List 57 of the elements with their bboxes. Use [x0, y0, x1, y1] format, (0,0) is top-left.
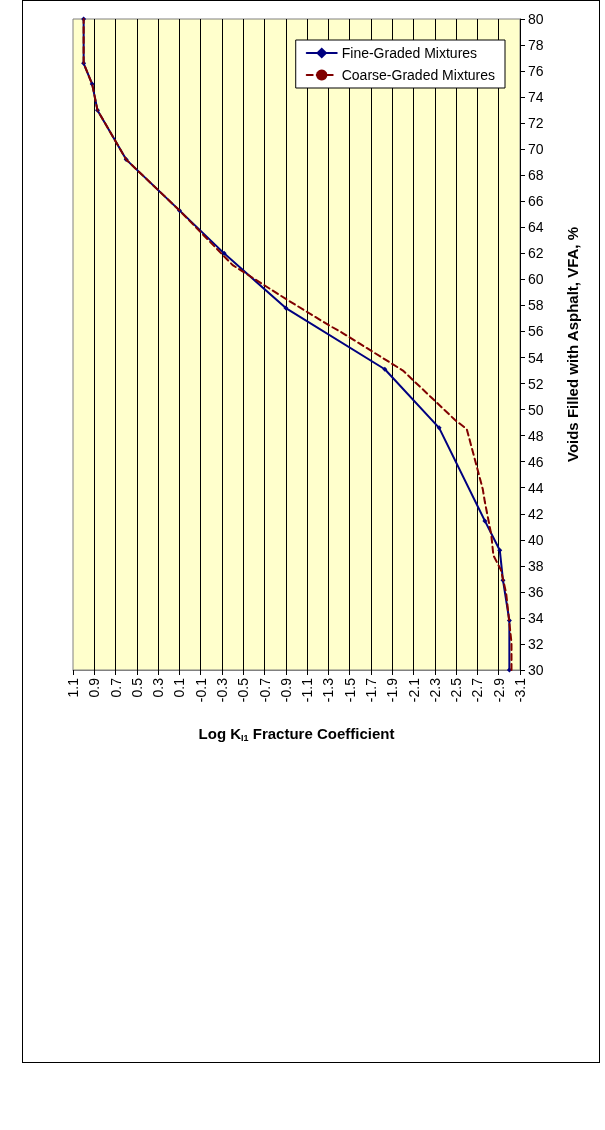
x-tick-label: 0.9 — [86, 677, 103, 698]
y-tick-label: 64 — [528, 219, 544, 236]
y-tick-label: 54 — [528, 349, 544, 366]
point — [436, 425, 442, 431]
y-tick-label: 42 — [528, 505, 544, 522]
point — [283, 305, 289, 311]
point — [482, 518, 488, 524]
x-tick-label: -2.1 — [405, 677, 422, 703]
y-tick-label: 76 — [528, 63, 544, 80]
x-tick-label: 0.5 — [128, 677, 145, 698]
point — [221, 250, 227, 256]
y-tick-label: 78 — [528, 37, 544, 54]
x-tick-label: -0.1 — [192, 677, 209, 703]
y-tick-label: 52 — [528, 375, 544, 392]
y-tick-label: 62 — [528, 245, 544, 262]
y-tick-label: 66 — [528, 193, 544, 210]
x-tick-label: -2.3 — [426, 677, 443, 703]
x-tick-label: -2.9 — [490, 677, 507, 703]
x-tick-label: 1.1 — [65, 677, 81, 698]
y-tick-label: 56 — [528, 323, 544, 340]
x-tick-label: 0.7 — [107, 677, 124, 698]
x-tick-label: -3.1 — [512, 677, 528, 703]
y-tick-label: 68 — [528, 167, 544, 184]
x-tick-label: -0.3 — [214, 677, 230, 703]
y-tick-label: 60 — [528, 271, 544, 288]
y-tick-label: 70 — [528, 141, 544, 158]
x-tick-label: 0.1 — [171, 677, 188, 698]
legend-label: Coarse-Graded Mixtures — [341, 67, 496, 83]
y-tick-label: 80 — [528, 11, 544, 27]
y-tick-label: 44 — [528, 479, 544, 496]
y-tick-label: 50 — [528, 401, 544, 418]
point — [382, 366, 388, 372]
y-tick-label: 40 — [528, 531, 544, 548]
y-tick-label: 72 — [528, 115, 544, 132]
legend-label: Fine-Graded Mixtures — [341, 45, 478, 61]
y-tick-label: 36 — [528, 583, 544, 600]
y-tick-label: 46 — [528, 453, 544, 470]
x-tick-label: -0.7 — [256, 677, 273, 703]
x-tick-label: 0.3 — [150, 677, 167, 698]
x-tick-label: -1.5 — [341, 677, 358, 703]
y-tick-label: 34 — [528, 609, 544, 626]
x-tick-label: -1.7 — [363, 677, 379, 703]
y-tick-label: 32 — [528, 635, 544, 652]
x-tick-label: -1.3 — [320, 677, 337, 703]
y-tick-label: 30 — [528, 662, 544, 678]
x-tick-label: -0.5 — [235, 677, 252, 703]
x-tick-label: -1.1 — [299, 677, 316, 703]
x-tick-label: -0.9 — [277, 677, 294, 703]
y-tick-label: 48 — [528, 427, 544, 444]
x-tick-label: -1.9 — [384, 677, 401, 703]
x-tick-label: -2.7 — [469, 677, 486, 703]
point — [497, 547, 503, 553]
y-tick-label: 38 — [528, 557, 544, 574]
y-tick-label: 74 — [528, 89, 544, 106]
x-tick-label: -2.5 — [448, 677, 465, 703]
y-axis-title: Voids Filled with Asphalt, VFA, % — [564, 226, 581, 463]
y-tick-label: 58 — [528, 297, 544, 314]
